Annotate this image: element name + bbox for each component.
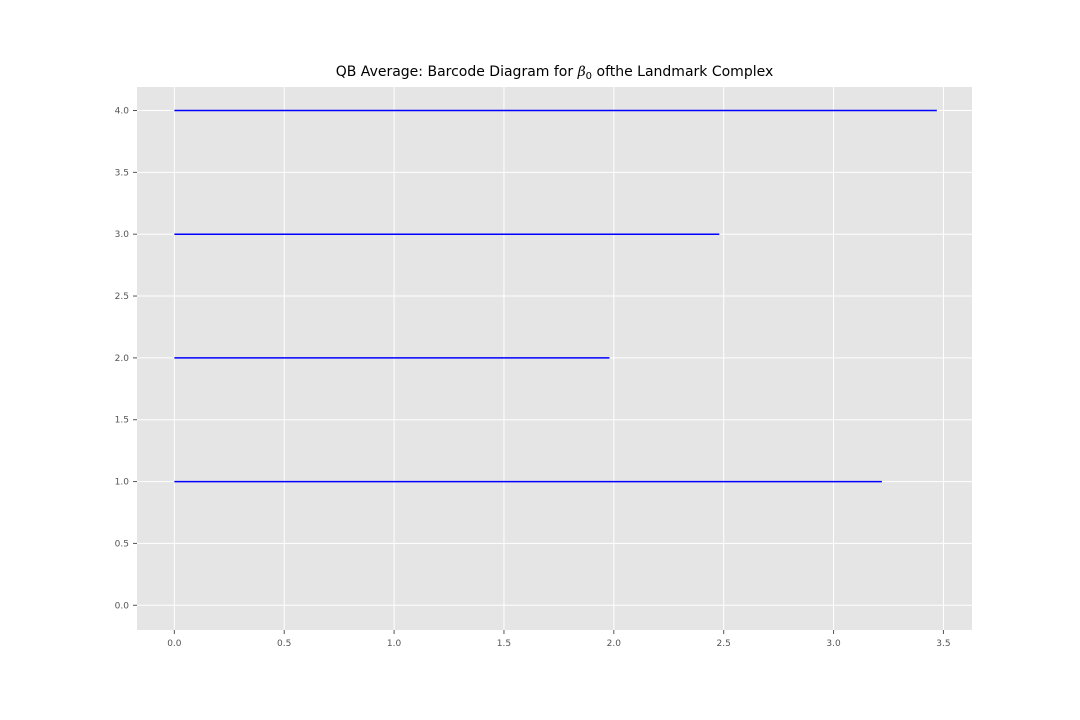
barcode-bars [174,109,937,483]
chart-title: QB Average: Barcode Diagram for β0 ofthe… [137,64,972,82]
x-tick-label: 3.5 [936,639,950,649]
y-tick-label: 3.0 [115,230,130,240]
x-tick-label: 1.0 [387,639,402,649]
x-tick-label: 2.5 [717,639,731,649]
chart-title-symbol: β0 [577,64,593,82]
y-axis: 0.0 0.5 1.0 1.5 2.0 2.5 3.0 3.5 4.0 [115,107,137,611]
x-tick-label: 2.0 [607,639,622,649]
x-tick-label: 0.5 [277,639,291,649]
y-tick-label: 1.5 [115,416,129,426]
x-tick-label: 1.5 [497,639,511,649]
y-tick-label: 0.5 [115,539,129,549]
chart-title-suffix: ofthe Landmark Complex [592,64,774,80]
y-tick-label: 3.5 [115,168,129,178]
chart-title-subscript: 0 [585,71,593,82]
x-tick-label: 3.0 [826,639,841,649]
x-axis: 0.0 0.5 1.0 1.5 2.0 2.5 3.0 3.5 [167,630,951,649]
y-tick-label: 4.0 [115,107,130,117]
y-tick-label: 1.0 [115,478,130,488]
y-tick-label: 0.0 [115,601,130,611]
y-tick-label: 2.5 [115,292,129,302]
chart-title-prefix: QB Average: Barcode Diagram for [335,64,578,80]
x-tick-label: 0.0 [167,639,182,649]
y-tick-label: 2.0 [115,354,130,364]
